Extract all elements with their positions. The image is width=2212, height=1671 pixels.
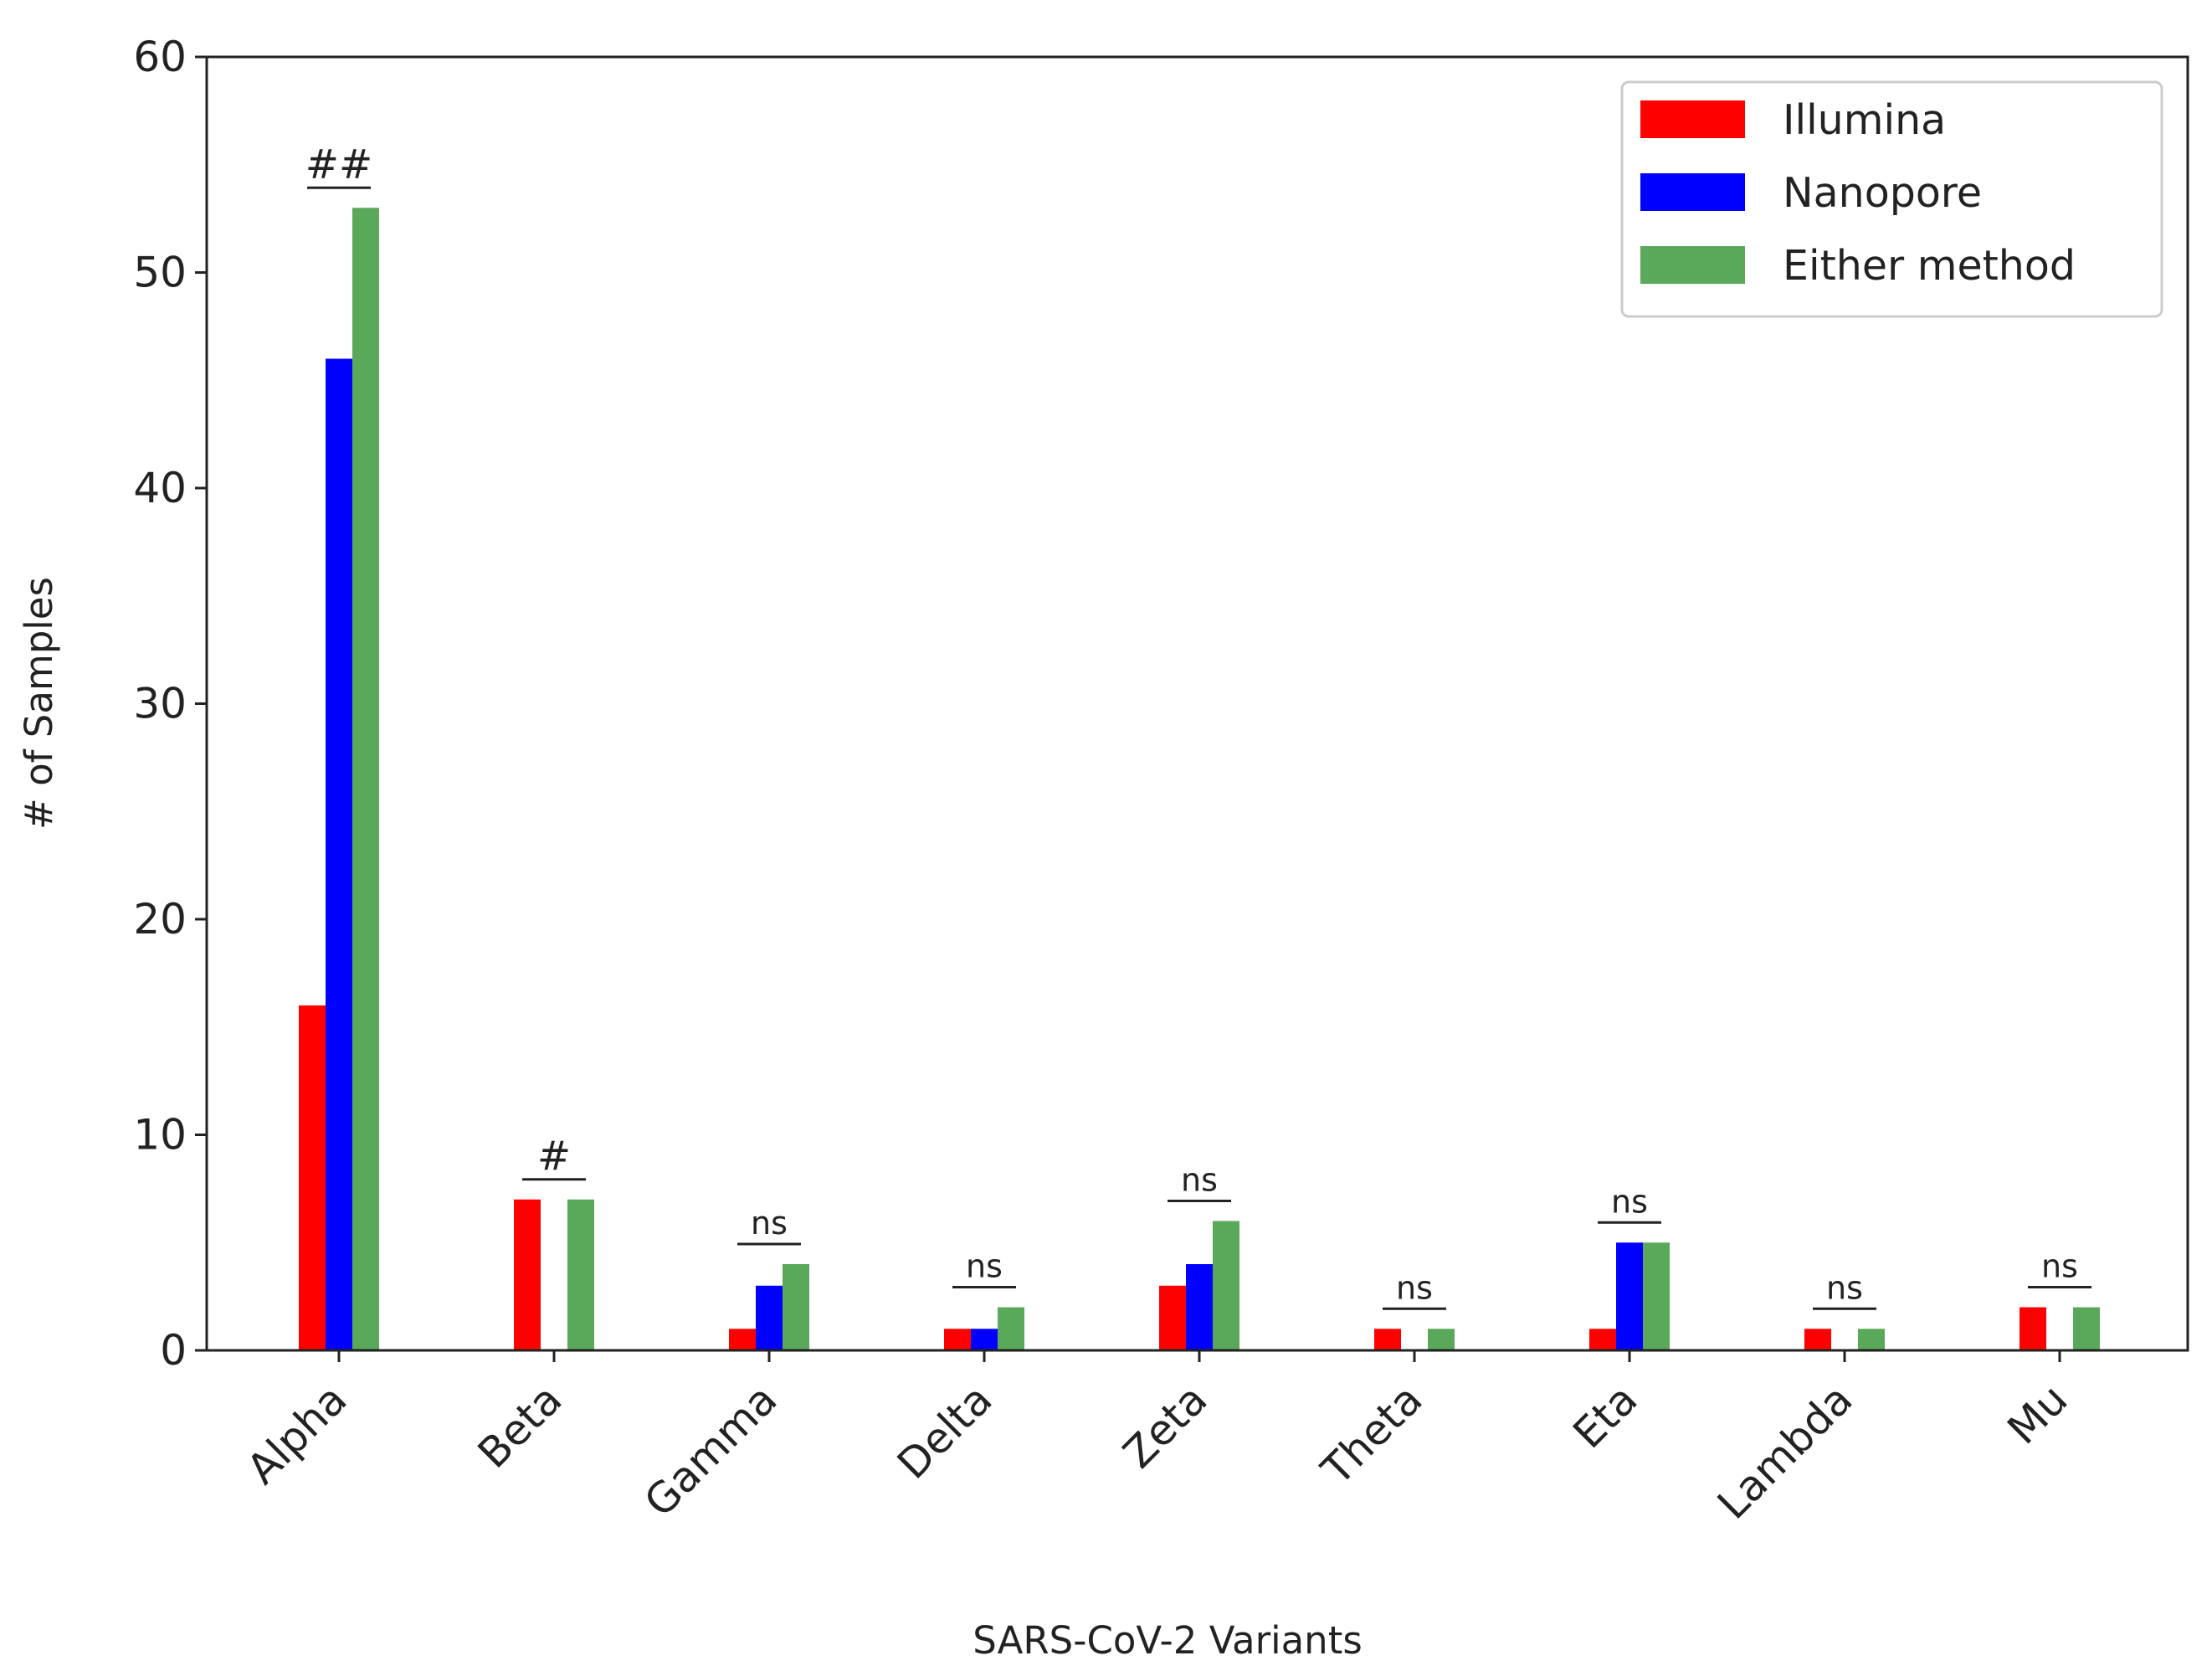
legend: Illumina Nanopore Either method [1620,80,2163,318]
x-tick-label-eta: Eta [1564,1375,1647,1458]
legend-label-nanopore: Nanopore [1783,169,1982,217]
bar-eta-illumina [1589,1329,1616,1350]
bar-eta-nanopore [1616,1242,1643,1350]
y-tick-label-10: 10 [133,1111,187,1159]
x-tick-label-gamma: Gamma [635,1375,787,1526]
bar-zeta-either-method [1213,1221,1239,1350]
x-tick-label-mu: Mu [1999,1375,2077,1453]
annotation-label-delta: ns [966,1248,1003,1285]
y-axis: 0 10 20 30 40 50 60 [133,33,207,1375]
legend-box [1620,80,2163,318]
bar-gamma-nanopore [756,1285,783,1350]
legend-swatch-illumina [1640,100,1745,138]
y-tick-label-20: 20 [133,895,187,943]
y-tick-label-50: 50 [133,249,187,297]
y-tick-label-40: 40 [133,464,187,512]
bar-beta-either-method [567,1199,594,1350]
annotation-label-zeta: ns [1181,1162,1218,1199]
x-tick-label-zeta: Zeta [1114,1375,1217,1478]
bar-gamma-illumina [729,1329,756,1350]
bar-lambda-either-method [1858,1329,1885,1350]
x-axis-label: SARS-CoV-2 Variants [973,1618,1363,1663]
annotation-label-mu: ns [2041,1248,2078,1285]
x-tick-label-beta: Beta [469,1375,572,1478]
bars-layer [299,208,2100,1350]
x-tick-label-lambda: Lambda [1708,1375,1861,1528]
bar-delta-either-method [998,1307,1024,1350]
legend-swatch-either-method [1640,246,1745,284]
annotation-label-gamma: ns [751,1205,788,1242]
y-axis-label: # of Samples [17,577,61,830]
legend-swatch-nanopore [1640,173,1745,211]
x-tick-label-alpha: Alpha [238,1375,357,1494]
bar-mu-illumina [2020,1307,2046,1350]
bar-delta-nanopore [971,1329,998,1350]
y-tick-label-0: 0 [160,1326,187,1375]
bar-alpha-nanopore [326,358,352,1350]
bar-zeta-nanopore [1186,1264,1213,1350]
x-tick-label-theta: Theta [1311,1375,1431,1494]
bar-alpha-illumina [299,1005,326,1350]
legend-label-illumina: Illumina [1783,96,1946,144]
bar-gamma-either-method [783,1264,809,1350]
y-tick-label-60: 60 [133,33,187,81]
bar-lambda-illumina [1804,1329,1831,1350]
y-tick-label-30: 30 [133,680,187,728]
bar-delta-illumina [944,1329,971,1350]
annotation-label-alpha: ## [305,141,372,188]
x-axis: Alpha Beta Gamma Delta Zeta Theta Eta Lambda Mu [238,1350,2077,1529]
bar-theta-either-method [1428,1329,1455,1350]
annotation-label-theta: ns [1396,1269,1433,1306]
bar-beta-illumina [514,1199,541,1350]
x-tick-label-delta: Delta [888,1375,1001,1488]
bar-zeta-illumina [1159,1285,1186,1350]
bar-mu-either-method [2073,1307,2100,1350]
annotation-label-eta: ns [1611,1183,1648,1220]
bar-alpha-either-method [352,208,379,1350]
annotation-label-lambda: ns [1826,1269,1863,1306]
annotation-label-beta: # [537,1133,571,1180]
bar-theta-illumina [1374,1329,1401,1350]
bar-eta-either-method [1643,1242,1670,1350]
legend-label-either-method: Either method [1783,242,2076,290]
